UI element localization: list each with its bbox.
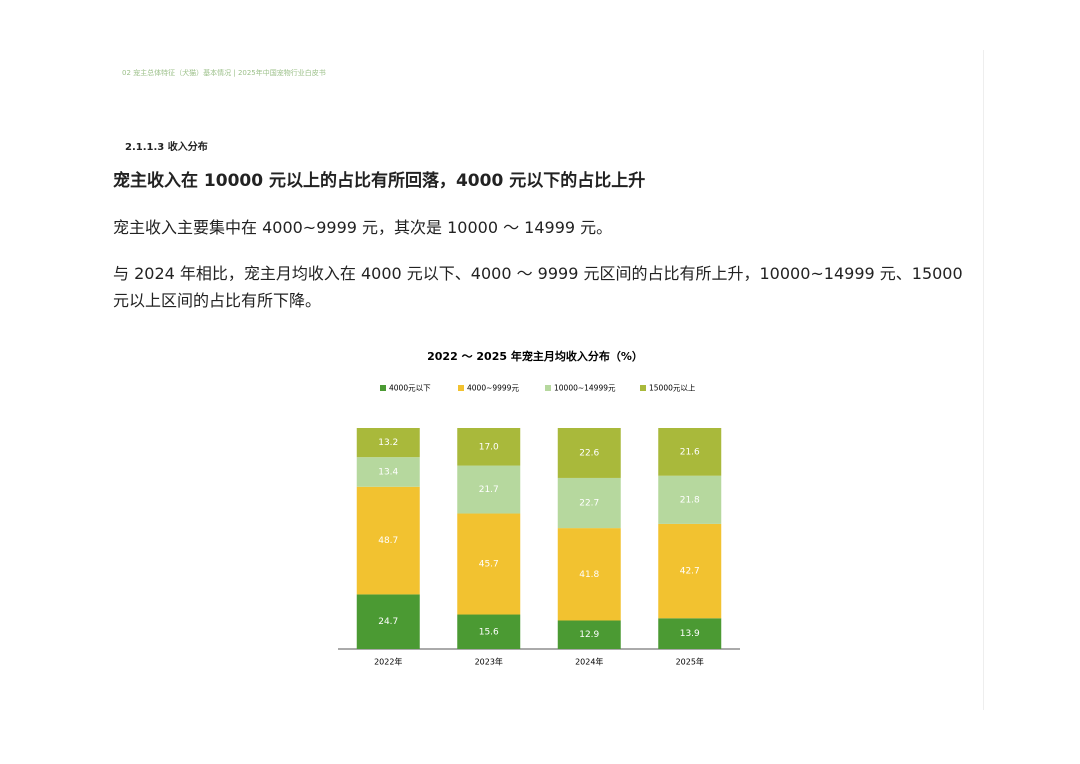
bar-segment (457, 465, 521, 514)
bar-segment (557, 428, 621, 478)
x-tick-label: 2025年 (676, 657, 704, 667)
x-tick-label: 2024年 (575, 657, 603, 667)
value-label: 21.8 (680, 495, 700, 505)
section-label: 2.1.1.3 收入分布 (125, 142, 208, 153)
x-tick-label: 2023年 (475, 657, 503, 667)
value-label: 41.8 (579, 570, 599, 580)
bar-segment (356, 457, 420, 487)
chart-title: 2022 ～ 2025 年宠主月均收入分布（%） (427, 349, 643, 363)
bar-segment (557, 477, 621, 529)
value-label: 17.0 (479, 442, 499, 452)
legend-swatch (640, 385, 646, 391)
legend-label: 4000~9999元 (467, 384, 519, 393)
bar-segment (557, 528, 621, 621)
x-tick-label: 2022年 (374, 657, 402, 667)
value-label: 21.6 (680, 447, 700, 457)
bar-segment (457, 614, 521, 649)
bar-segment (658, 475, 722, 524)
legend-label: 10000~14999元 (554, 384, 616, 393)
value-label: 12.9 (579, 630, 599, 640)
value-label: 42.7 (680, 567, 700, 577)
bar-segment (356, 428, 420, 458)
value-label: 45.7 (479, 560, 499, 570)
value-label: 13.9 (680, 629, 700, 639)
bar-segment (457, 513, 521, 615)
bar-segment (457, 428, 521, 466)
value-label: 13.2 (378, 438, 398, 448)
bar-segment (356, 486, 420, 595)
paragraph: 与 2024 年相比，宠主月均收入在 4000 元以下、4000 ～ 9999 … (113, 264, 963, 310)
legend-swatch (380, 385, 386, 391)
paragraph: 宠主收入主要集中在 4000~9999 元，其次是 10000 ～ 14999 … (113, 218, 613, 237)
value-label: 24.7 (378, 617, 398, 627)
legend-label: 15000元以上 (649, 384, 696, 393)
value-label: 48.7 (378, 536, 398, 546)
bar-segment (658, 428, 722, 476)
value-label: 21.7 (479, 485, 499, 495)
bar-segment (658, 523, 722, 619)
bar-segment (557, 620, 621, 649)
legend-swatch (545, 385, 551, 391)
value-label: 22.6 (579, 448, 599, 458)
bar-segment (356, 594, 420, 649)
running-title: 02 宠主总体特征（犬猫）基本情况 | 2025年中国宠物行业白皮书 (122, 69, 326, 77)
value-label: 15.6 (479, 627, 499, 637)
legend-label: 4000元以下 (389, 384, 431, 393)
value-label: 13.4 (378, 467, 398, 477)
value-label: 22.7 (579, 499, 599, 509)
bar-segment (658, 618, 722, 649)
legend-swatch (458, 385, 464, 391)
page-edge (983, 50, 984, 710)
heading: 宠主收入在 10000 元以上的占比有所回落，4000 元以下的占比上升 (113, 171, 646, 191)
